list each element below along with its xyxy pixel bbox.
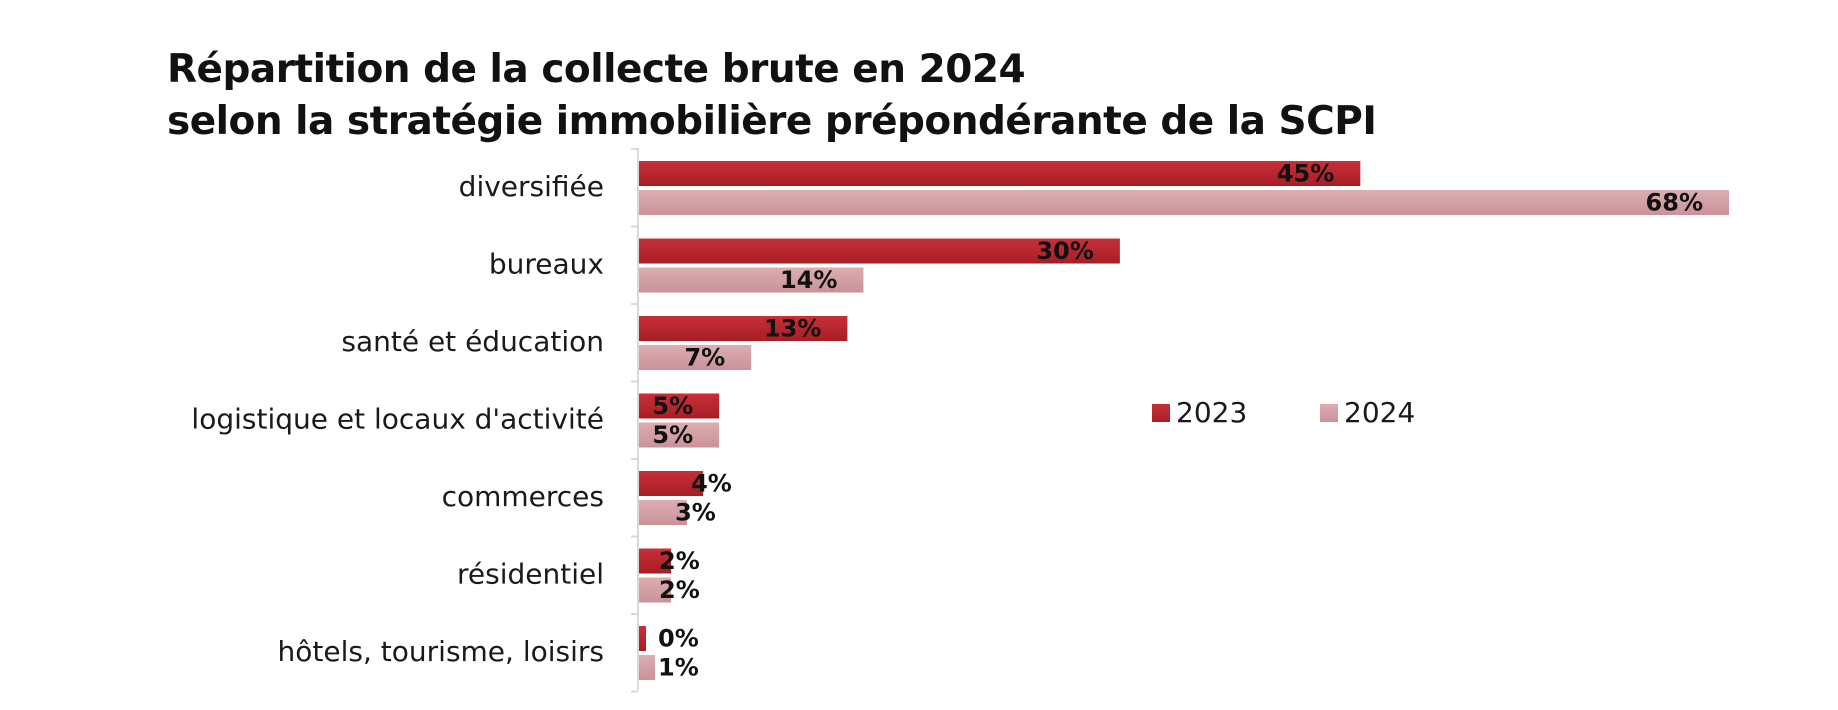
legend-label-2023: 2023: [1176, 396, 1247, 429]
bar-2024: [639, 577, 672, 603]
data-label: 2%: [659, 547, 700, 575]
data-label: 68%: [1646, 189, 1703, 217]
bar-2024: [639, 267, 864, 293]
bar-2024: [639, 422, 720, 448]
data-label: 30%: [1036, 237, 1093, 265]
category-label: hôtels, tourisme, loisirs: [278, 635, 604, 668]
category-label: diversifiée: [459, 170, 604, 203]
bar-2024: [639, 500, 688, 525]
category-label: résidentiel: [457, 557, 604, 590]
bar-2024: [639, 190, 1729, 215]
bar-2024: [639, 655, 656, 680]
data-label: 4%: [691, 470, 732, 498]
category-label: santé et éducation: [341, 325, 604, 358]
chart-title-line-1: Répartition de la collecte brute en 2024: [167, 47, 1026, 92]
legend-swatch-2024: [1320, 404, 1338, 422]
category-label: bureaux: [489, 247, 604, 280]
data-label: 5%: [652, 421, 693, 449]
bar-2024: [639, 345, 752, 370]
bar-2023: [639, 161, 1361, 186]
data-label: 3%: [675, 499, 716, 527]
data-label: 0%: [658, 625, 699, 653]
legend-label-2024: 2024: [1344, 396, 1415, 429]
data-label: 2%: [659, 576, 700, 604]
data-label: 5%: [652, 392, 693, 420]
data-label: 45%: [1277, 160, 1334, 188]
bar-2023: [639, 316, 848, 341]
bar-2023: [639, 238, 1120, 264]
data-label: 7%: [684, 344, 725, 372]
data-label: 13%: [764, 315, 821, 343]
chart-title-line-2: selon la stratégie immobilière prépondér…: [167, 99, 1377, 144]
chart-title: Répartition de la collecte brute en 2024…: [167, 44, 1377, 148]
bar-2023: [639, 548, 672, 574]
category-label: logistique et locaux d'activité: [191, 402, 604, 435]
data-label: 1%: [658, 654, 699, 682]
bar-2023: [639, 626, 646, 651]
bar-2023: [639, 471, 704, 496]
legend-swatch-2023: [1152, 404, 1170, 422]
bar-2023: [639, 393, 720, 419]
category-label: commerces: [442, 480, 604, 513]
data-label: 14%: [780, 266, 837, 294]
